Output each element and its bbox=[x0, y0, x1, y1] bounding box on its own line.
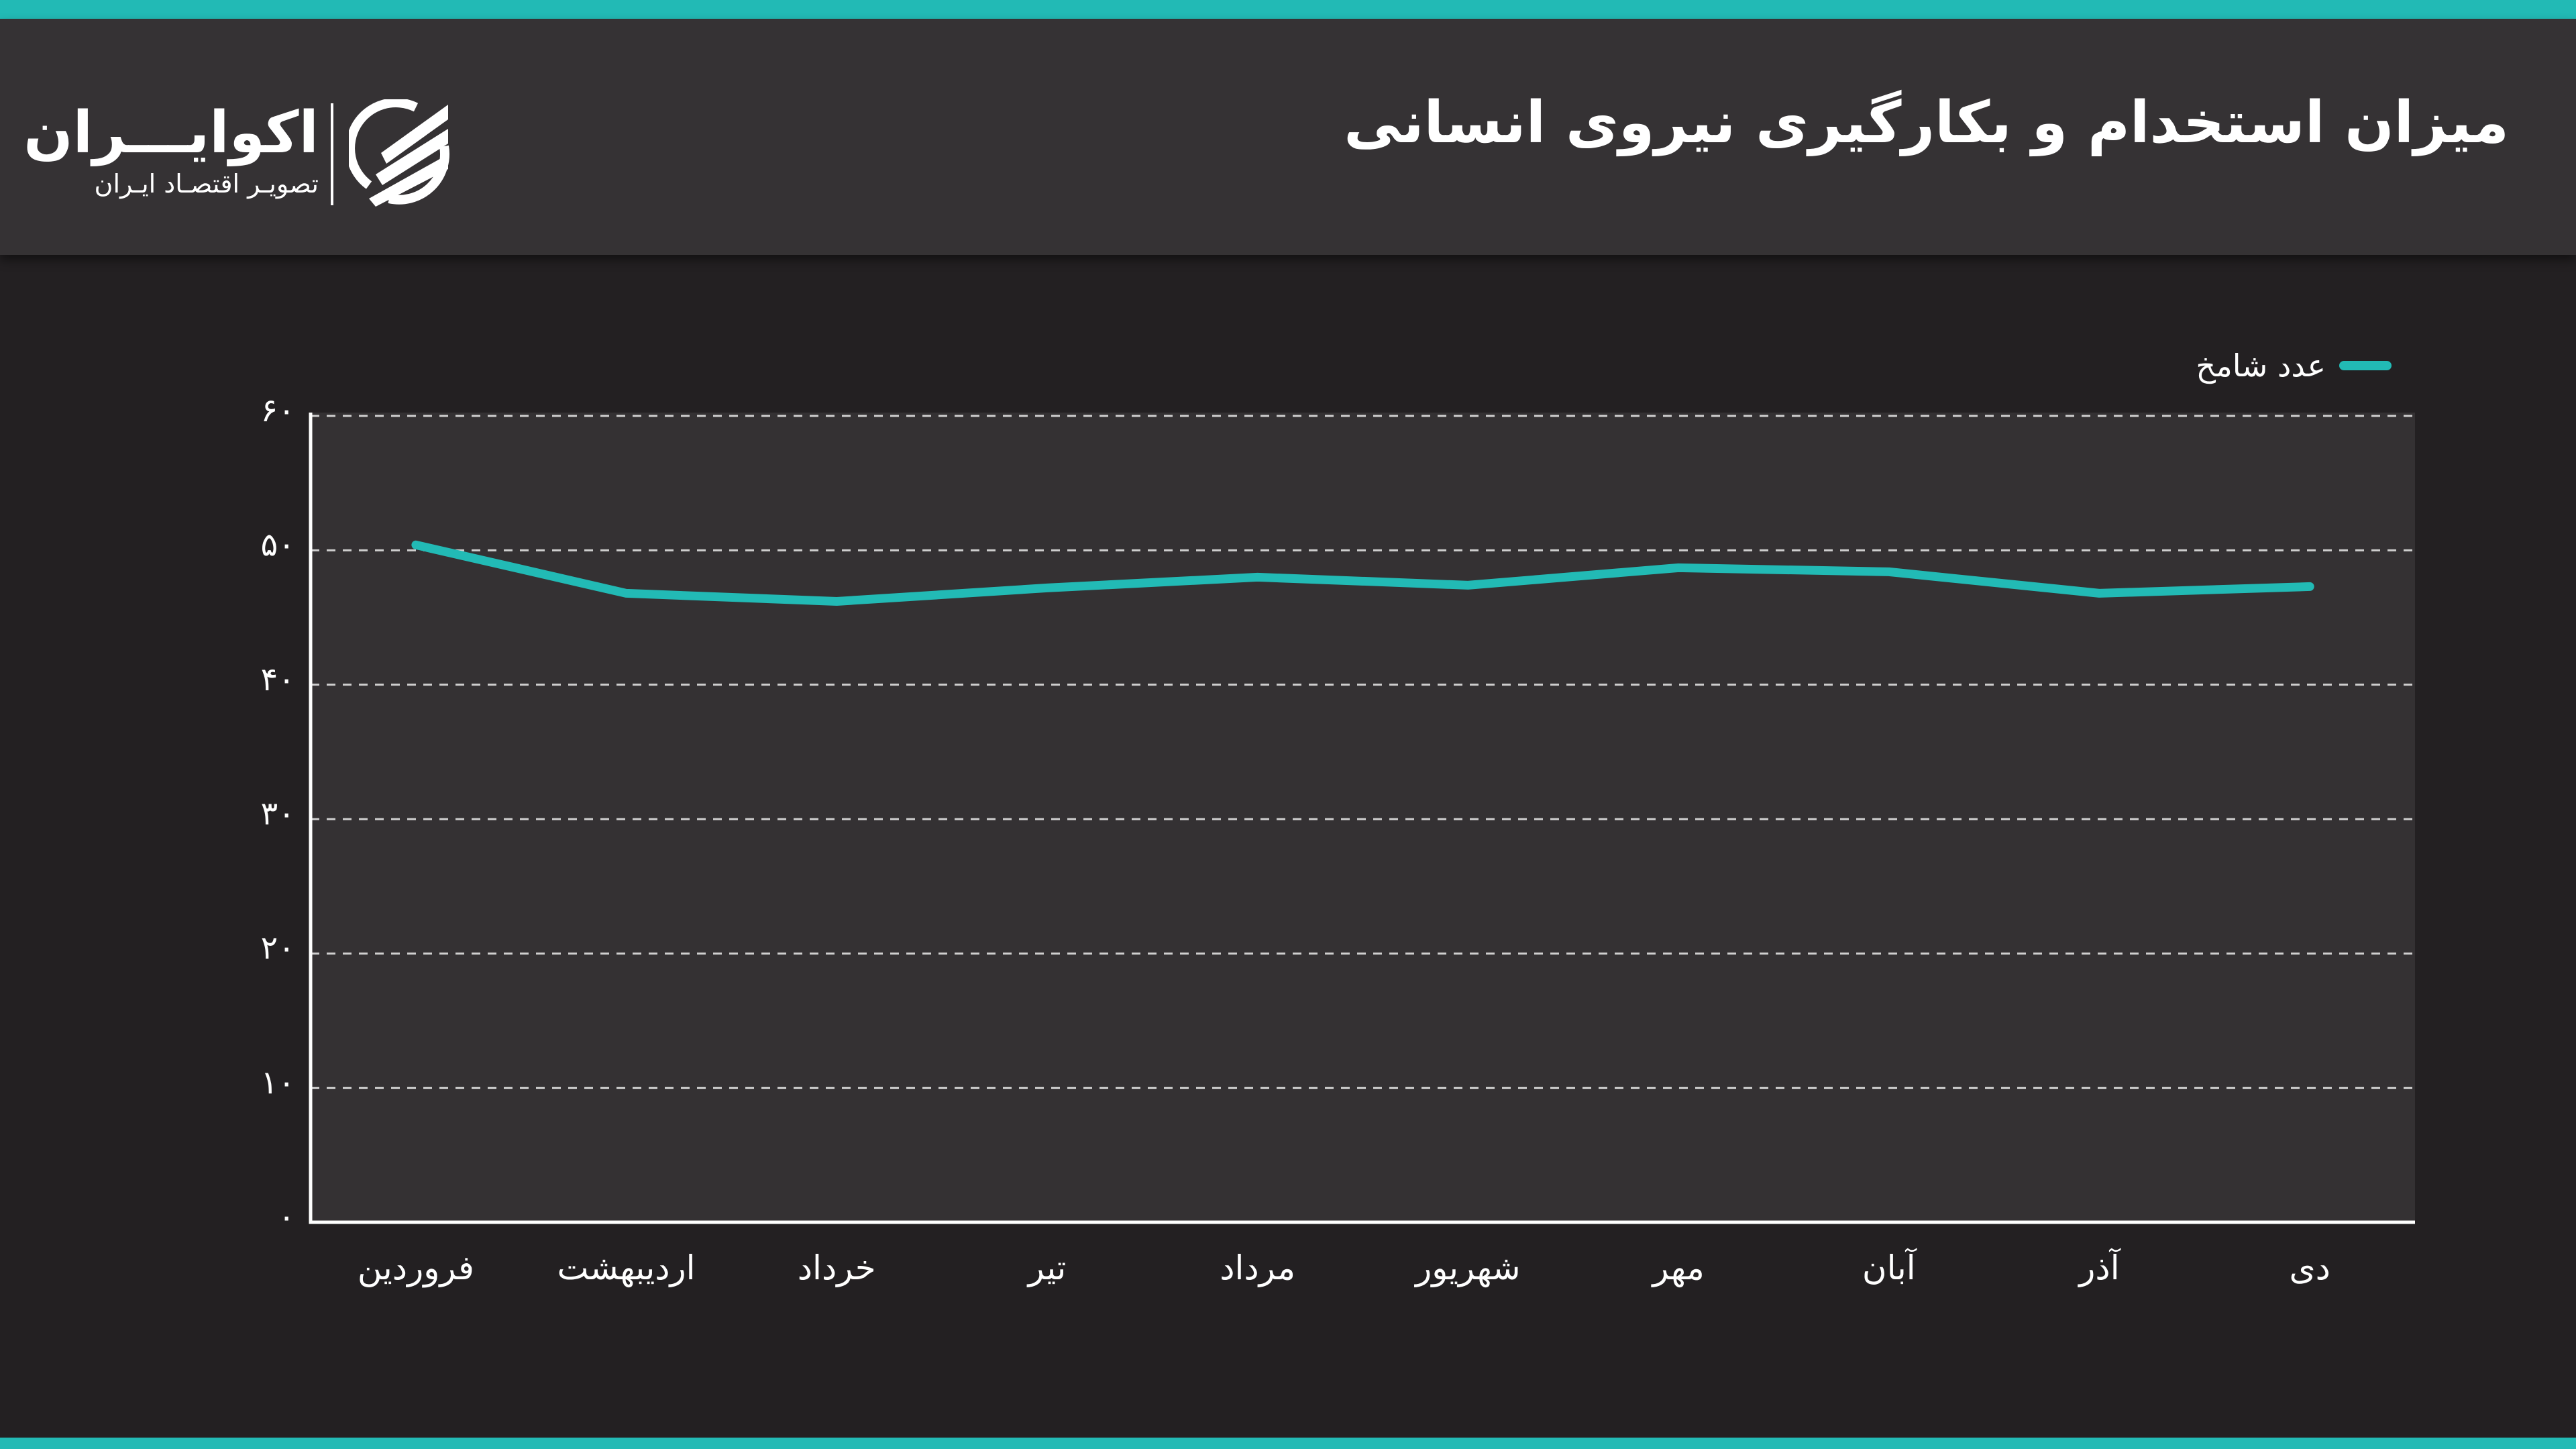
y-tick-label: ۵۰ bbox=[260, 526, 295, 564]
x-tick-label: دی bbox=[2289, 1248, 2330, 1287]
legend-swatch-line-icon bbox=[2339, 361, 2392, 370]
y-tick-label: ۰ bbox=[278, 1198, 295, 1236]
x-tick-label: مهر bbox=[1652, 1248, 1705, 1287]
top-accent-bar bbox=[0, 0, 2576, 19]
y-tick-label: ۳۰ bbox=[260, 795, 295, 833]
y-tick-label: ۴۰ bbox=[260, 660, 295, 698]
ecoiran-logo-icon bbox=[349, 99, 449, 207]
y-tick-label: ۱۰ bbox=[260, 1063, 295, 1102]
legend-label: عدد شامخ bbox=[2196, 347, 2326, 384]
axis-lines bbox=[309, 413, 2415, 1224]
x-tick-label: خرداد bbox=[797, 1248, 876, 1287]
chart-legend: عدد شامخ bbox=[2196, 339, 2392, 392]
series-line bbox=[411, 540, 2314, 606]
logo-tagline: تصویـر اقتصـاد ایـران bbox=[94, 169, 319, 199]
header: اکوایـــران تصویـر اقتصـاد ایـران میزان … bbox=[0, 19, 2576, 255]
logo-name: اکوایـــران bbox=[23, 99, 319, 166]
x-tick-label: مرداد bbox=[1220, 1248, 1296, 1287]
x-tick-label: آذر bbox=[2079, 1248, 2120, 1287]
x-tick-label: تیر bbox=[1028, 1248, 1067, 1287]
x-tick-label: آبان bbox=[1862, 1248, 1916, 1287]
logo: اکوایـــران تصویـر اقتصـاد ایـران bbox=[23, 99, 466, 207]
bottom-accent-bar bbox=[0, 1438, 2576, 1449]
y-tick-label: ۶۰ bbox=[260, 392, 295, 429]
page-title: میزان استخدام و بکارگیری نیروی انسانی bbox=[1344, 89, 2509, 156]
x-tick-label: اردیبهشت bbox=[557, 1248, 696, 1287]
logo-divider bbox=[331, 103, 333, 205]
y-tick-label: ۲۰ bbox=[260, 929, 295, 967]
x-tick-label: فروردین bbox=[357, 1248, 474, 1287]
x-tick-label: شهریور bbox=[1415, 1248, 1521, 1287]
